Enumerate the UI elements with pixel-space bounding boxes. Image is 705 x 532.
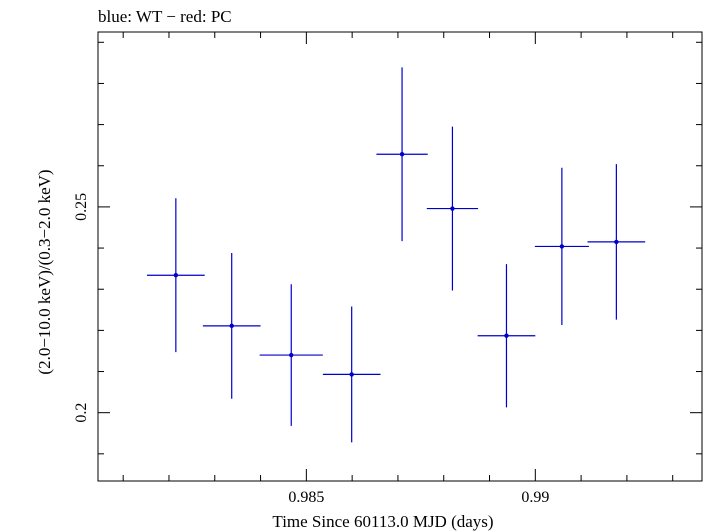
point-marker (504, 333, 509, 338)
point-marker (450, 206, 455, 211)
x-axis-label: Time Since 60113.0 MJD (days) (272, 512, 493, 531)
data-point (534, 167, 589, 326)
data-point (146, 198, 205, 353)
plot-frame (97, 31, 703, 482)
tick-labels: 0.985 0.99 0.2 0.25 (73, 193, 549, 506)
x-tick-label: 0.985 (288, 489, 324, 506)
y-tick-label: 0.25 (73, 193, 90, 221)
y-axis-label: (2.0−10.0 keV)/(0.3−2.0 keV) (35, 169, 54, 374)
data-point (376, 67, 428, 242)
point-marker (173, 273, 179, 278)
point-marker (349, 372, 354, 377)
data-point (259, 284, 323, 426)
point-marker (559, 244, 565, 249)
data-points (146, 67, 646, 443)
point-marker (399, 152, 405, 157)
point-marker (229, 323, 234, 329)
point-marker (614, 239, 619, 245)
data-point (587, 164, 646, 320)
data-point (202, 253, 261, 399)
data-point (477, 264, 536, 408)
axis-ticks (98, 32, 702, 481)
data-point (426, 126, 479, 291)
chart-title: blue: WT − red: PC (98, 7, 232, 26)
point-marker (289, 352, 294, 358)
y-tick-label: 0.2 (73, 403, 90, 423)
data-point (322, 306, 381, 443)
x-tick-label: 0.99 (521, 489, 549, 506)
